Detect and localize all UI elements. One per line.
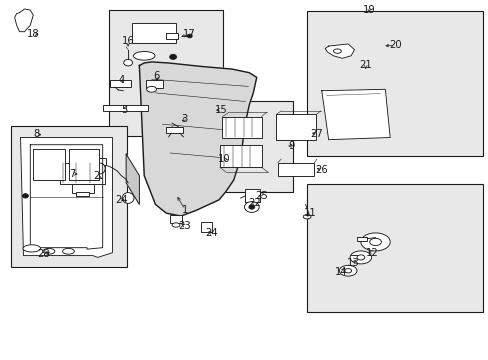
Bar — [245, 189, 260, 202]
Bar — [201, 222, 212, 232]
Text: 28: 28 — [38, 249, 50, 259]
Text: 16: 16 — [122, 36, 134, 46]
Text: 20: 20 — [388, 40, 401, 50]
Text: 10: 10 — [217, 154, 230, 164]
Ellipse shape — [369, 238, 381, 246]
Text: 5: 5 — [121, 105, 128, 115]
Polygon shape — [325, 44, 354, 58]
Polygon shape — [15, 9, 33, 32]
Bar — [220, 145, 261, 167]
Bar — [108, 10, 223, 136]
Bar — [222, 117, 261, 138]
Text: 15: 15 — [214, 105, 227, 115]
Bar — [60, 163, 104, 184]
Ellipse shape — [333, 49, 341, 53]
Text: 4: 4 — [118, 75, 124, 85]
Bar — [306, 184, 482, 312]
Text: 24: 24 — [204, 228, 217, 238]
Text: 14: 14 — [334, 267, 347, 277]
Text: 3: 3 — [182, 114, 187, 124]
Bar — [11, 126, 127, 267]
Polygon shape — [20, 138, 112, 257]
Ellipse shape — [303, 215, 310, 219]
Text: 24: 24 — [115, 195, 127, 205]
Ellipse shape — [23, 245, 41, 252]
Bar — [69, 149, 99, 180]
Ellipse shape — [360, 233, 389, 251]
Ellipse shape — [123, 59, 132, 66]
Bar — [102, 105, 147, 111]
Ellipse shape — [62, 248, 74, 254]
Ellipse shape — [356, 255, 364, 260]
Ellipse shape — [146, 86, 156, 92]
Bar — [33, 149, 65, 180]
Bar — [166, 127, 183, 133]
Text: 1: 1 — [181, 204, 188, 215]
Text: 22: 22 — [247, 198, 260, 208]
Bar — [170, 215, 182, 223]
Ellipse shape — [344, 269, 351, 273]
Bar — [145, 80, 163, 88]
Bar — [214, 101, 293, 192]
Polygon shape — [126, 154, 139, 204]
Text: 9: 9 — [288, 141, 295, 151]
Ellipse shape — [349, 251, 371, 264]
Ellipse shape — [244, 202, 259, 212]
Text: 18: 18 — [27, 29, 40, 39]
Bar — [132, 23, 176, 43]
Text: 12: 12 — [366, 248, 378, 258]
Text: 23: 23 — [178, 221, 191, 231]
Ellipse shape — [339, 265, 356, 276]
Ellipse shape — [169, 54, 176, 59]
Polygon shape — [321, 89, 389, 140]
Ellipse shape — [95, 163, 105, 174]
Text: 17: 17 — [183, 29, 196, 39]
Ellipse shape — [22, 194, 28, 198]
Text: 6: 6 — [153, 71, 160, 81]
Bar — [166, 33, 178, 39]
Text: 19: 19 — [362, 5, 375, 15]
Text: 7: 7 — [69, 168, 76, 179]
Text: 21: 21 — [359, 60, 371, 70]
Ellipse shape — [172, 223, 180, 227]
Text: 2: 2 — [93, 171, 100, 181]
Ellipse shape — [133, 51, 155, 60]
Text: 27: 27 — [310, 129, 323, 139]
Bar — [356, 237, 366, 241]
Bar — [306, 11, 482, 156]
Text: 26: 26 — [315, 165, 327, 175]
Text: 25: 25 — [255, 191, 267, 201]
Text: 13: 13 — [346, 258, 359, 268]
Bar — [76, 192, 89, 196]
Polygon shape — [139, 62, 256, 216]
Ellipse shape — [248, 205, 254, 209]
Bar — [277, 163, 314, 176]
Bar — [110, 80, 130, 87]
Ellipse shape — [122, 193, 134, 203]
Bar — [72, 184, 94, 193]
Bar — [95, 158, 106, 165]
Text: 8: 8 — [34, 129, 40, 139]
Text: 11: 11 — [304, 208, 316, 218]
Ellipse shape — [43, 248, 55, 254]
Bar — [276, 114, 316, 140]
Ellipse shape — [187, 34, 192, 38]
